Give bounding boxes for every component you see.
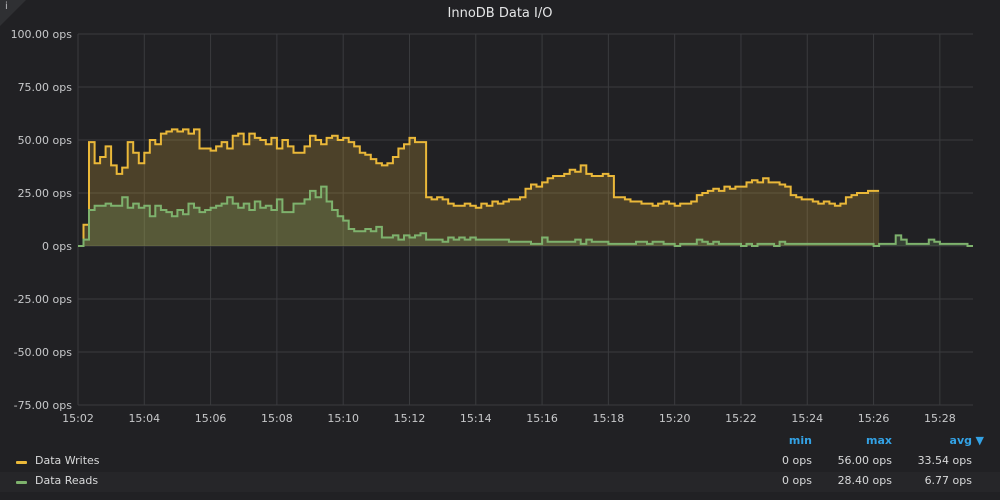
y-tick-label: 75.00 ops	[18, 81, 73, 94]
legend-swatch-writes[interactable]	[16, 461, 27, 464]
series-area-data-writes	[78, 129, 880, 246]
x-tick-label: 15:24	[791, 412, 823, 425]
x-tick-label: 15:10	[327, 412, 359, 425]
caret-down-icon[interactable]: ▼	[975, 434, 984, 447]
x-tick-label: 15:06	[195, 412, 227, 425]
chart-lines	[78, 128, 973, 247]
x-tick-label: 15:28	[924, 412, 956, 425]
legend-series-name[interactable]: Data Writes	[35, 454, 100, 467]
legend-value-max: 28.40 ops	[837, 474, 892, 487]
legend-row-data-writes[interactable]: Data Writes 0 ops 56.00 ops 33.54 ops	[0, 452, 1000, 472]
legend-series-name[interactable]: Data Reads	[35, 474, 99, 487]
y-axis-ticks: 100.00 ops 75.00 ops 50.00 ops 25.00 ops 0 o…	[11, 28, 73, 412]
legend-value-min: 0 ops	[782, 474, 812, 487]
x-tick-label: 15:18	[593, 412, 625, 425]
legend-value-max: 56.00 ops	[837, 454, 892, 467]
legend-row-data-reads[interactable]: Data Reads 0 ops 28.40 ops 6.77 ops	[0, 472, 1000, 492]
x-tick-label: 15:16	[526, 412, 558, 425]
panel-title[interactable]: InnoDB Data I/O	[447, 6, 553, 21]
legend-header: min max avg ▼	[0, 432, 1000, 452]
legend-value-min: 0 ops	[782, 454, 812, 467]
y-tick-label: 50.00 ops	[18, 134, 73, 147]
y-tick-label: 0 ops	[42, 240, 72, 253]
x-tick-label: 15:04	[128, 412, 160, 425]
legend-header-min[interactable]: min	[788, 434, 812, 447]
x-tick-label: 15:20	[659, 412, 691, 425]
y-tick-label: -50.00 ops	[14, 346, 73, 359]
x-tick-label: 15:14	[460, 412, 492, 425]
x-tick-label: 15:26	[858, 412, 890, 425]
x-axis-ticks: 15:02 15:04 15:06 15:08 15:10 15:12 15:14 15:16…	[62, 412, 956, 425]
legend-value-avg: 6.77 ops	[924, 474, 972, 487]
x-tick-label: 15:22	[725, 412, 757, 425]
series-line-data-writes	[78, 128, 880, 247]
x-tick-label: 15:02	[62, 412, 94, 425]
panel-corner[interactable]	[0, 0, 26, 26]
legend: min max avg ▼ Data Writes 0 ops 56.00 op…	[0, 432, 1000, 492]
legend-header-avg[interactable]: avg	[949, 434, 972, 447]
x-tick-label: 15:08	[261, 412, 293, 425]
chart-areas	[78, 129, 973, 246]
x-tick-label: 15:12	[394, 412, 426, 425]
y-tick-label: -25.00 ops	[14, 293, 73, 306]
y-tick-label: 100.00 ops	[11, 28, 73, 41]
legend-value-avg: 33.54 ops	[917, 454, 972, 467]
series-area-data-reads	[78, 186, 973, 246]
legend-swatch-reads[interactable]	[16, 481, 27, 484]
y-tick-label: 25.00 ops	[18, 187, 73, 200]
legend-header-max[interactable]: max	[866, 434, 892, 447]
chart[interactable]: 100.00 ops 75.00 ops 50.00 ops 25.00 ops 0 o…	[0, 0, 1000, 430]
info-icon[interactable]: i	[5, 1, 8, 12]
series-line-data-reads	[78, 185, 973, 247]
y-tick-label: -75.00 ops	[14, 399, 73, 412]
